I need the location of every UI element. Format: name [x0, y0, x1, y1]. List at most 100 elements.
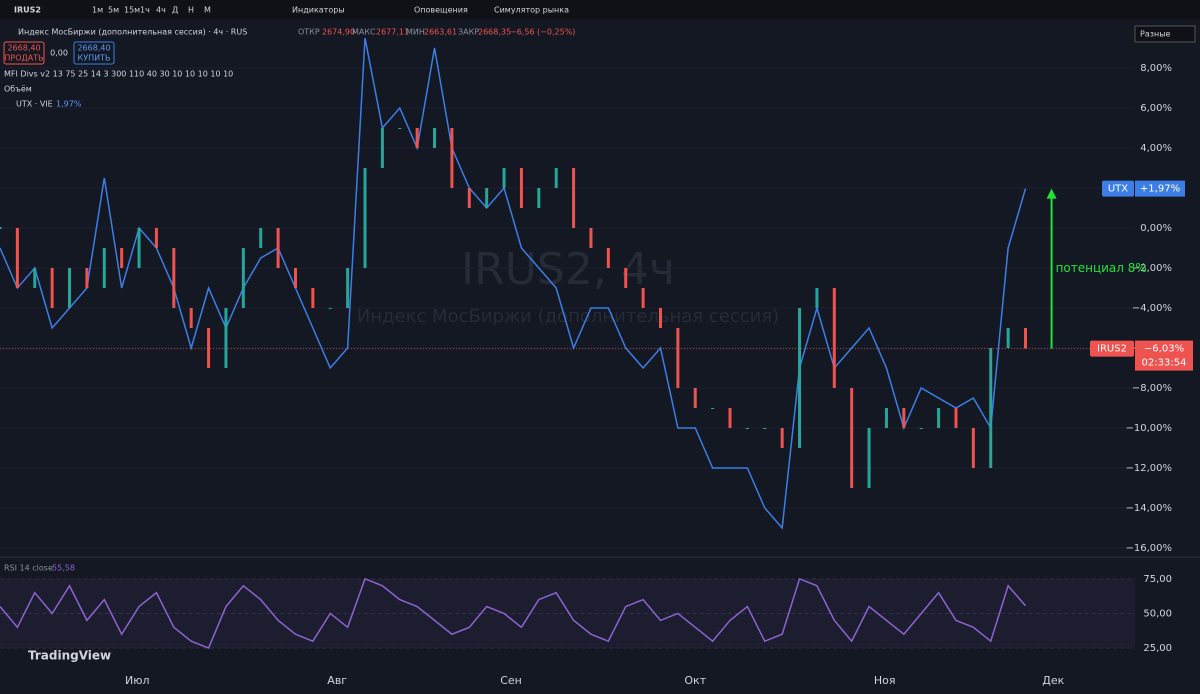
y-tick-label: −8,00% [1132, 383, 1172, 394]
candle [207, 328, 211, 368]
series-line [0, 577, 1027, 650]
candle [867, 428, 871, 488]
annotation: потенциал 8% [1056, 261, 1147, 275]
candle [120, 248, 124, 268]
watermark-sub: Индекс МосБиржи (дополнительная сессия) [357, 306, 779, 327]
candle [398, 128, 402, 129]
candle [276, 228, 280, 268]
scale-mode-label: Разные [1140, 30, 1171, 39]
candle [1023, 328, 1027, 349]
candle [658, 308, 662, 328]
arrow-head [1046, 188, 1057, 199]
interval[interactable]: Н [188, 6, 194, 15]
candle [832, 288, 836, 388]
rsi-value: 55,58 [52, 564, 75, 573]
indicators[interactable]: Индикаторы [292, 6, 345, 15]
close-label: ЗАКР [458, 28, 479, 37]
candle [815, 288, 819, 308]
candle [919, 428, 923, 429]
y-tick-label: 8,00% [1140, 63, 1172, 74]
candle [259, 228, 263, 248]
countdown: 02:33:54 [1142, 358, 1187, 369]
interval[interactable]: 1ч [140, 6, 150, 15]
candle [850, 388, 854, 488]
series-name: UTX [1108, 184, 1128, 195]
value-badge [1135, 340, 1193, 371]
y-tick-label: 4,00% [1140, 143, 1172, 154]
series-line [0, 37, 1027, 530]
compare-value: 1,97% [56, 100, 82, 109]
rsi-title: RSI 14 close [4, 564, 53, 573]
candle [589, 228, 593, 248]
alerts[interactable]: Оповещения [414, 6, 468, 15]
interval[interactable]: 15м [124, 6, 140, 15]
last-label: −6,03% [1144, 344, 1184, 355]
rsi-band [0, 578, 1135, 649]
buy: КУПИТЬ [78, 54, 111, 63]
candle [68, 268, 72, 308]
x-tick-label: Авг [327, 674, 347, 687]
candle [989, 348, 993, 468]
high: 2677,11 [376, 28, 409, 37]
watermark: IRUS2, 4ч [461, 244, 675, 295]
x-tick-label: Ноя [874, 674, 896, 687]
candle [102, 248, 106, 288]
low-label: МИН [406, 28, 425, 37]
symbol[interactable]: IRUS2 [14, 6, 41, 15]
y-tick-label: 75,00 [1143, 574, 1172, 585]
candle [1006, 328, 1010, 348]
candle [467, 188, 471, 208]
candle [15, 228, 19, 288]
y-tick-label: −14,00% [1125, 503, 1172, 514]
candle [346, 268, 350, 308]
open: 2674,90 [322, 28, 355, 37]
interval[interactable]: 1м [92, 6, 103, 15]
interval[interactable]: М [204, 6, 211, 15]
candle [85, 268, 89, 288]
sell-button[interactable] [3, 41, 45, 65]
sell-price: 2668,40 [7, 44, 40, 53]
candle [433, 128, 437, 148]
y-tick-label: −2,00% [1132, 263, 1172, 274]
candle [798, 308, 802, 448]
candle [224, 308, 228, 368]
candle [415, 128, 419, 148]
series-name: IRUS2 [1097, 344, 1127, 355]
last-label: +1,97% [1140, 184, 1180, 195]
interval[interactable]: Д [172, 6, 178, 15]
candle [328, 308, 332, 309]
candle [624, 268, 628, 288]
high-label: МАКС [352, 28, 376, 37]
value-badge [1135, 180, 1185, 197]
y-tick-label: 6,00% [1140, 103, 1172, 114]
buy-button[interactable] [73, 41, 115, 65]
open-label: ОТКР [298, 28, 320, 37]
candle [241, 248, 245, 308]
scale-mode[interactable] [1134, 25, 1196, 43]
simulator[interactable]: Симулятор рынка [494, 6, 569, 15]
mfi: MFI Divs v2 13 75 25 14 3 300 110 40 30 … [4, 70, 233, 79]
sell: ПРОДАТЬ [4, 54, 43, 63]
y-tick-label: −16,00% [1125, 543, 1172, 554]
x-tick-label: Июл [125, 674, 150, 687]
price-badge [1102, 180, 1134, 197]
candle [380, 128, 384, 168]
x-tick-label: Окт [684, 674, 706, 687]
candle [971, 428, 975, 468]
candle [189, 308, 193, 328]
candle [606, 248, 610, 268]
candle [780, 428, 784, 448]
candle [745, 428, 749, 429]
interval[interactable]: 5м [108, 6, 119, 15]
candle [884, 408, 888, 428]
logo: TradingView [28, 649, 111, 663]
candle [676, 328, 680, 388]
x-tick-label: Дек [1042, 674, 1064, 687]
candle [902, 408, 906, 428]
toolbar [0, 0, 1200, 19]
interval[interactable]: 4ч [156, 6, 166, 15]
legend-title: Индекс МосБиржи (дополнительная сессия) … [18, 28, 247, 37]
candle [693, 388, 697, 408]
